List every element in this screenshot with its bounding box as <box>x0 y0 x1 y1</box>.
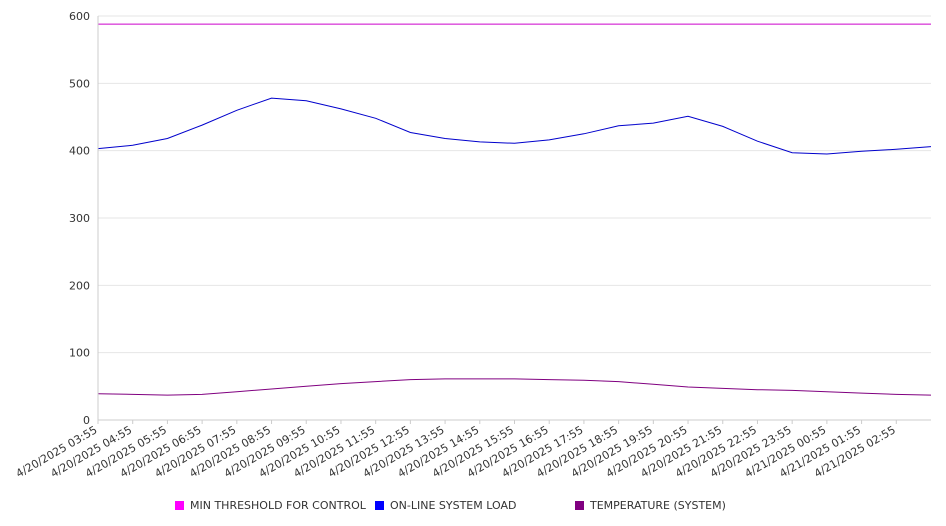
legend-swatch-temperature <box>575 501 584 510</box>
x-axis-tick-labels: 4/20/2025 03:554/20/2025 04:554/20/2025 … <box>14 420 898 480</box>
y-tick-label: 300 <box>69 212 90 225</box>
y-tick-label: 600 <box>69 10 90 23</box>
legend: MIN THRESHOLD FOR CONTROL ON-LINE SYSTEM… <box>175 499 726 512</box>
legend-label-min-threshold: MIN THRESHOLD FOR CONTROL <box>190 499 367 512</box>
y-tick-label: 400 <box>69 145 90 158</box>
legend-label-temperature: TEMPERATURE (SYSTEM) <box>589 499 726 512</box>
y-tick-label: 200 <box>69 279 90 292</box>
y-axis-tick-labels: 0 100 200 300 400 500 600 <box>69 10 90 427</box>
series-line-2 <box>97 378 932 396</box>
series-line-1 <box>97 97 932 155</box>
legend-swatch-min-threshold <box>175 501 184 510</box>
y-tick-label: 500 <box>69 77 90 90</box>
grid-lines <box>98 15 931 354</box>
legend-swatch-system-load <box>375 501 384 510</box>
y-tick-label: 100 <box>69 347 90 360</box>
legend-label-system-load: ON-LINE SYSTEM LOAD <box>390 499 516 512</box>
series-lines <box>97 23 932 396</box>
y-tick-label: 0 <box>83 414 90 427</box>
